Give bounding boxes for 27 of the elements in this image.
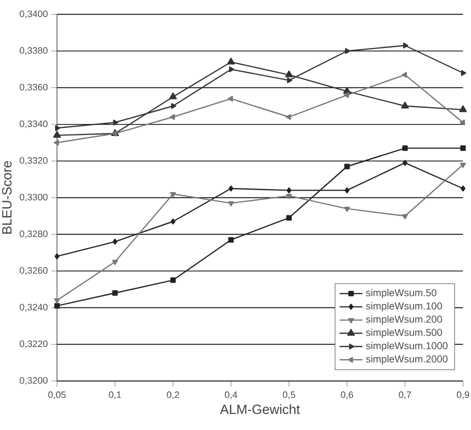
x-tick-label: 0,4 xyxy=(224,391,238,400)
y-tick-label: 0,3300 xyxy=(20,194,48,202)
x-tick-label: 0,2 xyxy=(166,391,180,400)
y-tick-label: 0,3400 xyxy=(20,10,48,18)
y-tick-label: 0,3260 xyxy=(20,267,48,275)
x-tick-label: 0,6 xyxy=(340,391,354,400)
legend-label: simpleWsum.1000 xyxy=(366,342,448,352)
legend-label: simpleWsum.50 xyxy=(366,288,436,298)
legend-label: simpleWsum.100 xyxy=(366,302,442,312)
legend-label: simpleWsum.200 xyxy=(366,315,442,325)
y-tick-label: 0,3360 xyxy=(20,84,48,92)
y-tick-label: 0,3200 xyxy=(20,377,48,385)
x-axis-title: ALM-Gewicht xyxy=(220,404,300,414)
y-tick-label: 0,3240 xyxy=(20,304,48,312)
y-tick-label: 0,3340 xyxy=(20,120,48,128)
x-tick-label: 0,9 xyxy=(456,391,470,400)
x-tick-label: 0,05 xyxy=(48,391,66,400)
x-tick-label: 0,1 xyxy=(108,391,122,400)
y-axis-title: BLEU-Score xyxy=(2,161,12,234)
legend-label: simpleWsum.500 xyxy=(366,328,442,338)
y-tick-label: 0,3380 xyxy=(20,47,48,55)
x-tick-label: 0,5 xyxy=(282,391,296,400)
y-tick-label: 0,3220 xyxy=(20,340,48,348)
x-tick-label: 0,7 xyxy=(398,391,412,400)
legend-label: simpleWsum.2000 xyxy=(366,355,448,364)
y-tick-label: 0,3280 xyxy=(20,230,48,238)
y-tick-label: 0,3320 xyxy=(20,157,48,165)
